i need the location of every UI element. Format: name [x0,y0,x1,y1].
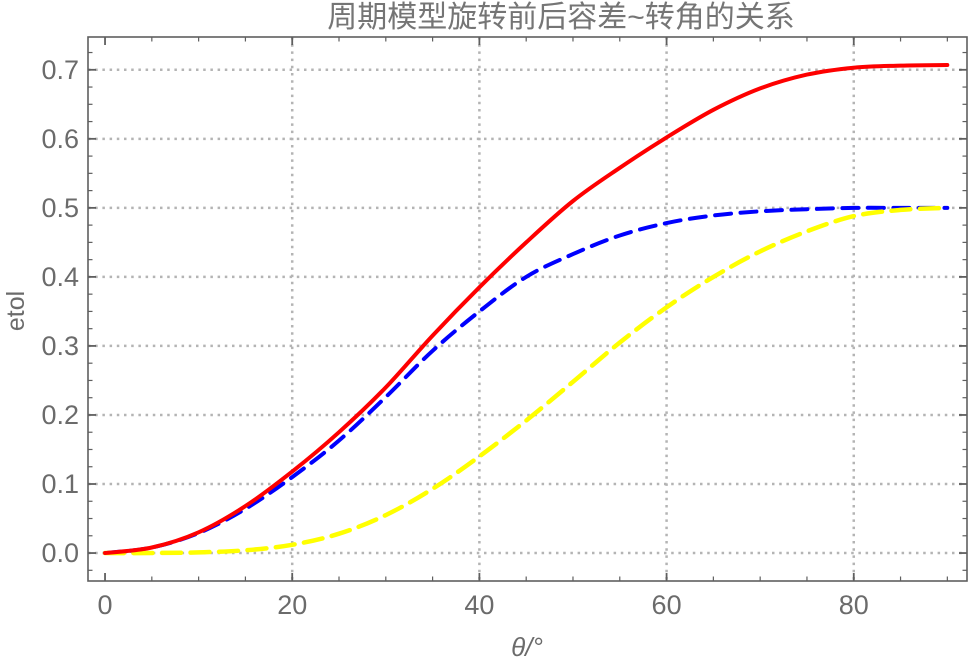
x-tick-label-0: 0 [98,590,113,620]
x-tick-label-40: 40 [464,590,494,620]
y-tick-label-0.2: 0.2 [41,400,79,430]
y-tick-label-0.4: 0.4 [41,262,79,292]
y-tick-label-0.5: 0.5 [41,193,79,223]
y-tick-label-0.7: 0.7 [41,55,79,85]
y-axis-label: etol [2,290,30,332]
x-tick-label-80: 80 [839,590,869,620]
curve-blue-dashed [103,205,950,556]
y-tick-label-0.3: 0.3 [41,331,79,361]
x-tick-label-20: 20 [277,590,307,620]
x-tick-label-60: 60 [652,590,682,620]
y-tick-label-0.0: 0.0 [41,538,79,568]
plot-title: 周期模型旋转前后容差~转角的关系 [327,1,795,34]
plot-frame [87,36,968,582]
y-tick-label-0.1: 0.1 [41,469,79,499]
y-tick-label-0.6: 0.6 [41,124,79,154]
curve-yellow-dashed [102,205,950,556]
curve-red-solid [103,63,950,556]
x-axis-label: θ/° [511,632,543,662]
